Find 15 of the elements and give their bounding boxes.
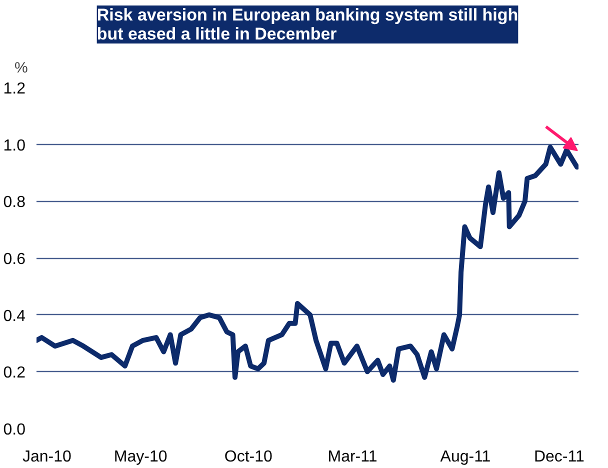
x-tick-label: May-10	[114, 448, 168, 466]
x-tick-label: Oct-10	[224, 448, 272, 466]
x-tick-label: Mar-11	[328, 448, 378, 466]
y-tick-label: 0.6	[3, 251, 26, 268]
y-tick-label: 1.0	[3, 137, 26, 154]
y-tick-label: 0.8	[3, 194, 26, 212]
y-tick-label: 0.0	[3, 422, 26, 438]
x-tick-label: Jan-10	[22, 448, 72, 466]
y-tick-label: 1.2	[3, 80, 26, 98]
x-tick-label: Dec-11	[534, 448, 584, 466]
y-axis-title: %	[14, 60, 28, 76]
chart-title: Risk aversion in European banking system still high but eased a little in December	[96, 6, 518, 44]
y-tick-label: 0.2	[3, 364, 26, 382]
x-tick-label: Aug-11	[440, 448, 491, 466]
y-tick-label: 0.4	[3, 308, 26, 325]
